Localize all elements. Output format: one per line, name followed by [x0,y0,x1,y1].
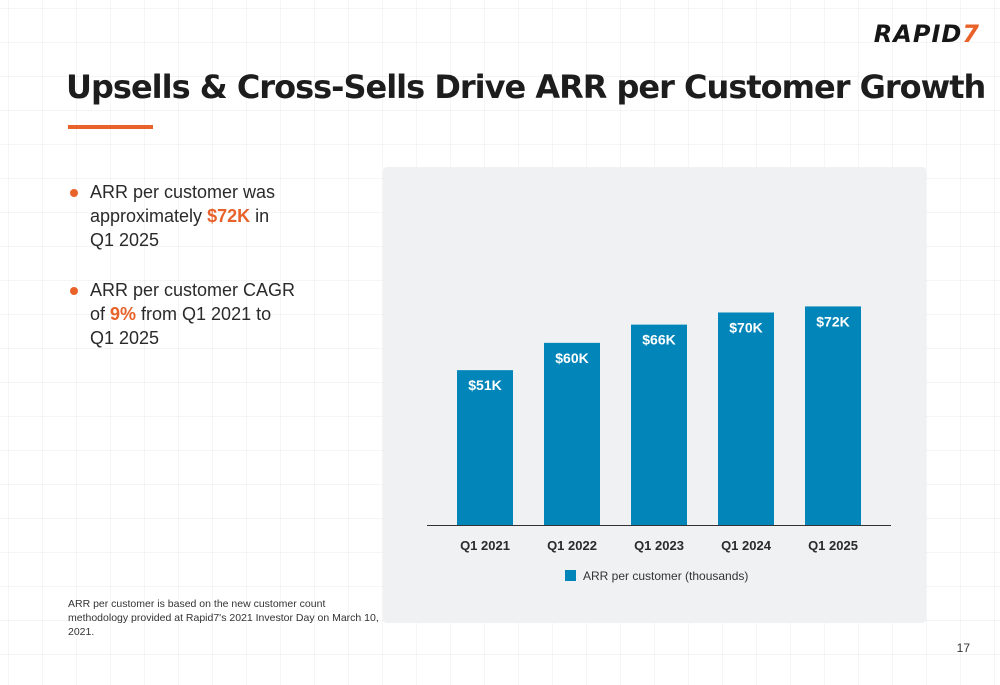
data-label: $60K [555,350,588,366]
data-label: $51K [468,377,501,393]
x-tick-label: Q1 2024 [721,538,772,553]
footnote: ARR per customer is based on the new cus… [68,598,379,638]
bullet-arr-per-customer: ARR per customer was approximately $72K … [68,180,298,252]
bullet-dot-icon [70,287,78,295]
x-tick-label: Q1 2021 [460,538,510,553]
highlight-value: 9% [110,304,137,324]
data-label: $70K [729,319,762,335]
bar-q1-2022 [544,342,600,525]
highlight-value: $72K [207,206,251,226]
bullet-cagr: ARR per customer CAGR of 9% from Q1 2021… [68,278,298,350]
legend-label: ARR per customer (thousands) [583,569,748,583]
bar-q1-2023 [631,324,687,525]
rapid7-logo: RAPID7 [873,20,980,48]
x-tick-label: Q1 2023 [634,538,684,553]
page-number: 17 [956,641,970,655]
bar-chart: $51K Q1 2021 $60K Q1 2022 $66K Q1 2023 $70K Q1 … [427,306,891,583]
bullet-dot-icon [70,189,78,197]
x-tick-label: Q1 2025 [808,538,858,553]
x-tick-label: Q1 2022 [547,538,597,553]
data-label: $66K [642,332,675,348]
bar-q1-2025 [805,306,861,525]
legend-swatch [565,570,576,581]
title-underline [68,125,153,129]
bar-q1-2024 [718,312,774,525]
bar-q1-2021 [457,370,513,525]
data-label: $72K [816,313,849,329]
page-title: Upsells & Cross-Sells Drive ARR per Cust… [66,68,986,106]
chart-panel: $51K Q1 2021 $60K Q1 2022 $66K Q1 2023 $70K Q1 … [383,167,926,623]
bullet-list: ARR per customer was approximately $72K … [68,180,298,376]
